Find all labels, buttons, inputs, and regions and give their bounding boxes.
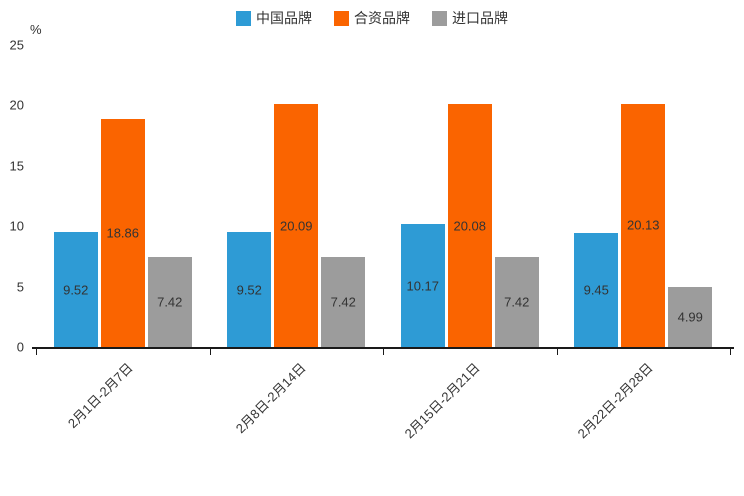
y-tick-label: 25 — [9, 37, 24, 53]
legend-swatch-icon — [432, 10, 447, 26]
bar-group: 9.52 20.09 7.42 — [210, 45, 384, 347]
bar-value-label: 20.09 — [279, 218, 313, 234]
y-tick-label: 20 — [9, 97, 24, 113]
bar-group: 10.17 20.08 7.42 — [383, 45, 557, 347]
bar-series-0: 10.17 — [400, 224, 445, 347]
bar-series-2: 7.42 — [494, 257, 539, 347]
bar-series-1: 18.86 — [100, 119, 145, 347]
legend-label: 中国品牌 — [256, 10, 312, 26]
x-labels: 2月1日-2月7日 2月8日-2月14日 2月15日-2月21日 2月22日-2月28… — [36, 358, 730, 478]
legend-swatch-icon — [236, 10, 251, 26]
legend-label: 进口品牌 — [452, 10, 508, 26]
x-axis-tick — [36, 349, 37, 355]
bar-series-0: 9.45 — [574, 232, 619, 347]
bar-value-label: 9.52 — [63, 282, 89, 297]
legend-swatch-icon — [334, 10, 349, 26]
x-axis-tick — [556, 349, 558, 355]
y-tick-label: 15 — [9, 158, 24, 174]
bar-series-2: 4.99 — [668, 286, 713, 347]
bar-value-label: 20.08 — [453, 218, 487, 234]
bar-series-1: 20.13 — [621, 103, 666, 347]
bar-value-label: 20.13 — [626, 217, 660, 233]
x-ticks — [36, 349, 731, 355]
bar-value-label: 7.42 — [504, 294, 530, 310]
x-axis-line — [32, 347, 734, 349]
x-axis-tick — [383, 349, 384, 355]
bar-series-0: 9.52 — [227, 232, 272, 347]
bar-series-1: 20.08 — [447, 104, 492, 347]
bar-series-2: 7.42 — [321, 257, 366, 347]
x-axis-tick — [209, 349, 211, 355]
x-axis-label: 2月8日-2月14日 — [232, 360, 309, 437]
legend-item-2[interactable]: 进口品牌 — [432, 8, 508, 28]
y-axis: 0 5 10 15 20 25 — [0, 39, 28, 354]
bar-value-label: 18.86 — [106, 225, 140, 241]
y-tick-label: 10 — [9, 218, 24, 234]
x-axis-label: 2月1日-2月7日 — [64, 360, 136, 432]
bar-series-2: 7.42 — [147, 257, 192, 347]
bar-series-1: 20.09 — [274, 104, 319, 347]
bar-group: 9.45 20.13 4.99 — [557, 45, 731, 347]
y-tick-label: 5 — [16, 279, 24, 295]
x-axis-label: 2月22日-2月28日 — [574, 360, 656, 442]
bar-value-label: 9.52 — [236, 282, 262, 297]
bar-value-label: 10.17 — [406, 278, 440, 294]
x-axis-label: 2月15日-2月21日 — [401, 360, 483, 442]
legend: 中国品牌 合资品牌 进口品牌 — [0, 8, 744, 28]
bar-value-label: 4.99 — [677, 309, 703, 325]
legend-label: 合资品牌 — [354, 10, 410, 26]
legend-item-1[interactable]: 合资品牌 — [334, 8, 410, 28]
bar-group: 9.52 18.86 7.42 — [36, 45, 210, 347]
bar-value-label: 7.42 — [330, 294, 356, 310]
legend-item-0[interactable]: 中国品牌 — [236, 8, 312, 28]
y-tick-label: 0 — [16, 339, 24, 355]
bar-value-label: 9.45 — [583, 282, 609, 298]
bar-series-0: 9.52 — [53, 232, 98, 347]
x-axis-tick — [730, 349, 731, 355]
y-axis-unit: % — [30, 22, 42, 37]
bar-value-label: 7.42 — [157, 294, 183, 310]
plot-area: 9.52 18.86 7.42 9.52 20.09 7.42 10.17 20.08 7.42… — [36, 45, 730, 347]
